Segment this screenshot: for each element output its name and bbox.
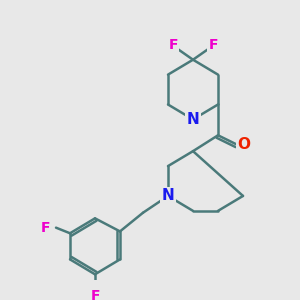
- Text: N: N: [162, 188, 174, 203]
- Text: F: F: [168, 38, 178, 52]
- Text: F: F: [208, 38, 218, 52]
- Text: O: O: [238, 137, 250, 152]
- Text: N: N: [187, 112, 200, 127]
- Text: F: F: [90, 289, 100, 300]
- Text: F: F: [41, 221, 51, 235]
